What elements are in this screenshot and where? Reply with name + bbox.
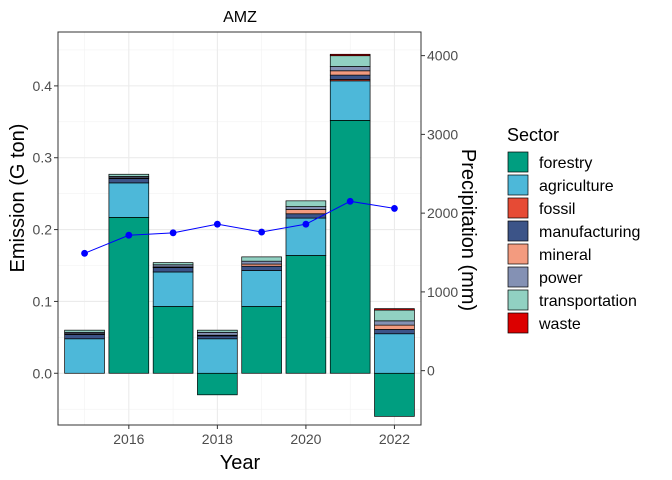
bar-power-2020 [285,206,327,210]
bar-forestry-2019 [241,306,282,374]
bar-power-2021 [329,66,371,72]
bar-agriculture-2018 [197,338,238,374]
bar-transportation-2022 [374,309,415,322]
bar-layer [64,53,415,417]
precipitation-point-2018 [213,220,221,228]
y2-axis-title: Precipitation (mm) [457,149,479,311]
legend-key-transportation [507,289,529,311]
bar-forestry-2020 [285,255,327,374]
bar-forestry-2016 [108,217,150,374]
precipitation-point-2021 [346,197,354,205]
y-tick-label: 0.0 [33,365,53,381]
legend-key-manufacturing [507,220,529,242]
bar-transportation-2018 [197,329,238,333]
legend-label-mineral: mineral [539,247,591,264]
bar-agriculture-2022 [374,333,415,374]
legend-key-fossil [507,197,529,219]
precipitation-line-layer [81,197,398,257]
bar-power-2019 [241,260,282,265]
legend-label-power: power [539,270,583,287]
bar-mineral-2020 [285,209,327,215]
bar-forestry-2018 [197,372,238,396]
plot-title: AMZ [223,9,257,26]
bar-forestry-2021 [329,120,371,374]
bar-manufacturing-2019 [241,265,282,271]
legend-key-waste [507,312,529,334]
bar-agriculture-2021 [329,80,371,121]
bar-transportation-2021 [329,55,371,67]
legend-key-agriculture [507,174,529,196]
bar-manufacturing-2016 [108,178,150,184]
x-tick-label: 2020 [290,431,321,447]
bar-agriculture-2017 [152,271,194,307]
axis-layer: 0.0 0.1 0.2 0.3 0.4 0 1000 2000 3000 4000 2016 2018… [33,48,459,447]
bar-forestry-2022 [374,372,415,417]
bar-mineral-2022 [374,324,415,330]
y2-tick-label: 2000 [427,205,458,221]
bar-forestry-2017 [152,306,194,374]
legend-label-waste: waste [538,316,581,333]
bar-mineral-2021 [329,70,371,76]
precipitation-line [84,200,395,254]
legend-label-fossil: fossil [539,201,575,218]
bar-manufacturing-2021 [329,74,371,80]
bar-manufacturing-2015 [64,334,105,340]
bar-transportation-2015 [64,329,105,333]
legend-label-manufacturing: manufacturing [539,224,640,241]
bar-waste-2022 [374,308,415,311]
legend-key-mineral [507,243,529,265]
bar-agriculture-2019 [241,270,282,307]
bar-manufacturing-2022 [374,329,415,335]
bar-waste-2021 [329,53,371,57]
y2-tick-label: 3000 [427,126,458,142]
y-tick-label: 0.1 [33,293,53,309]
bar-transportation-2016 [108,173,150,177]
y2-tick-label: 4000 [427,48,458,64]
y2-tick-label: 0 [427,363,435,379]
legend-key-power [507,266,529,288]
bar-transportation-2020 [285,200,327,207]
bar-manufacturing-2017 [152,267,194,273]
y-tick-label: 0.2 [33,222,53,238]
precipitation-point-2017 [169,229,177,237]
precipitation-point-2020 [302,220,310,228]
precipitation-point-2015 [81,249,88,257]
y-tick-label: 0.3 [33,150,53,166]
bar-power-2018 [197,331,238,336]
bar-agriculture-2015 [64,338,105,374]
y-axis-title: Emission (G ton) [7,124,29,273]
panel-border [57,31,422,426]
y-tick-label: 0.4 [33,78,53,94]
legend-title: Sector [507,125,559,145]
legend-label-transportation: transportation [539,293,637,310]
legend: Sector forestry agriculture fossil manufact… [507,125,640,334]
bar-transportation-2019 [241,256,282,262]
bar-agriculture-2016 [108,182,150,218]
x-tick-label: 2018 [202,431,233,447]
bar-transportation-2017 [152,262,194,266]
y2-tick-label: 1000 [427,284,458,300]
precipitation-point-2016 [125,231,133,239]
bar-manufacturing-2018 [197,335,238,340]
precipitation-point-2022 [391,205,398,212]
precipitation-point-2019 [258,228,266,236]
legend-label-forestry: forestry [539,155,592,172]
x-tick-label: 2016 [113,431,144,447]
legend-label-agriculture: agriculture [539,178,614,195]
legend-key-forestry [507,151,529,173]
bar-power-2022 [374,320,415,326]
x-tick-label: 2022 [379,431,410,447]
x-axis-title: Year [220,452,261,474]
